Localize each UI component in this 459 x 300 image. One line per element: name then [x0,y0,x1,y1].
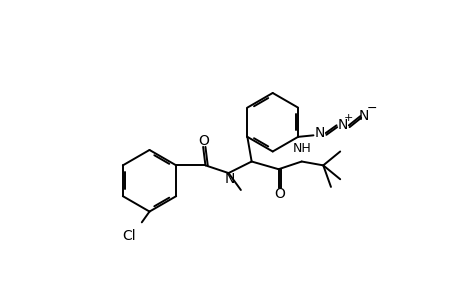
Text: O: O [274,187,285,201]
Text: N: N [314,126,324,140]
Text: N: N [224,172,235,186]
Text: Cl: Cl [122,229,135,242]
Text: N: N [337,118,347,132]
Text: O: O [198,134,209,148]
Text: −: − [366,102,376,115]
Text: N: N [358,109,369,123]
Text: NH: NH [291,142,310,154]
Text: +: + [343,112,353,123]
